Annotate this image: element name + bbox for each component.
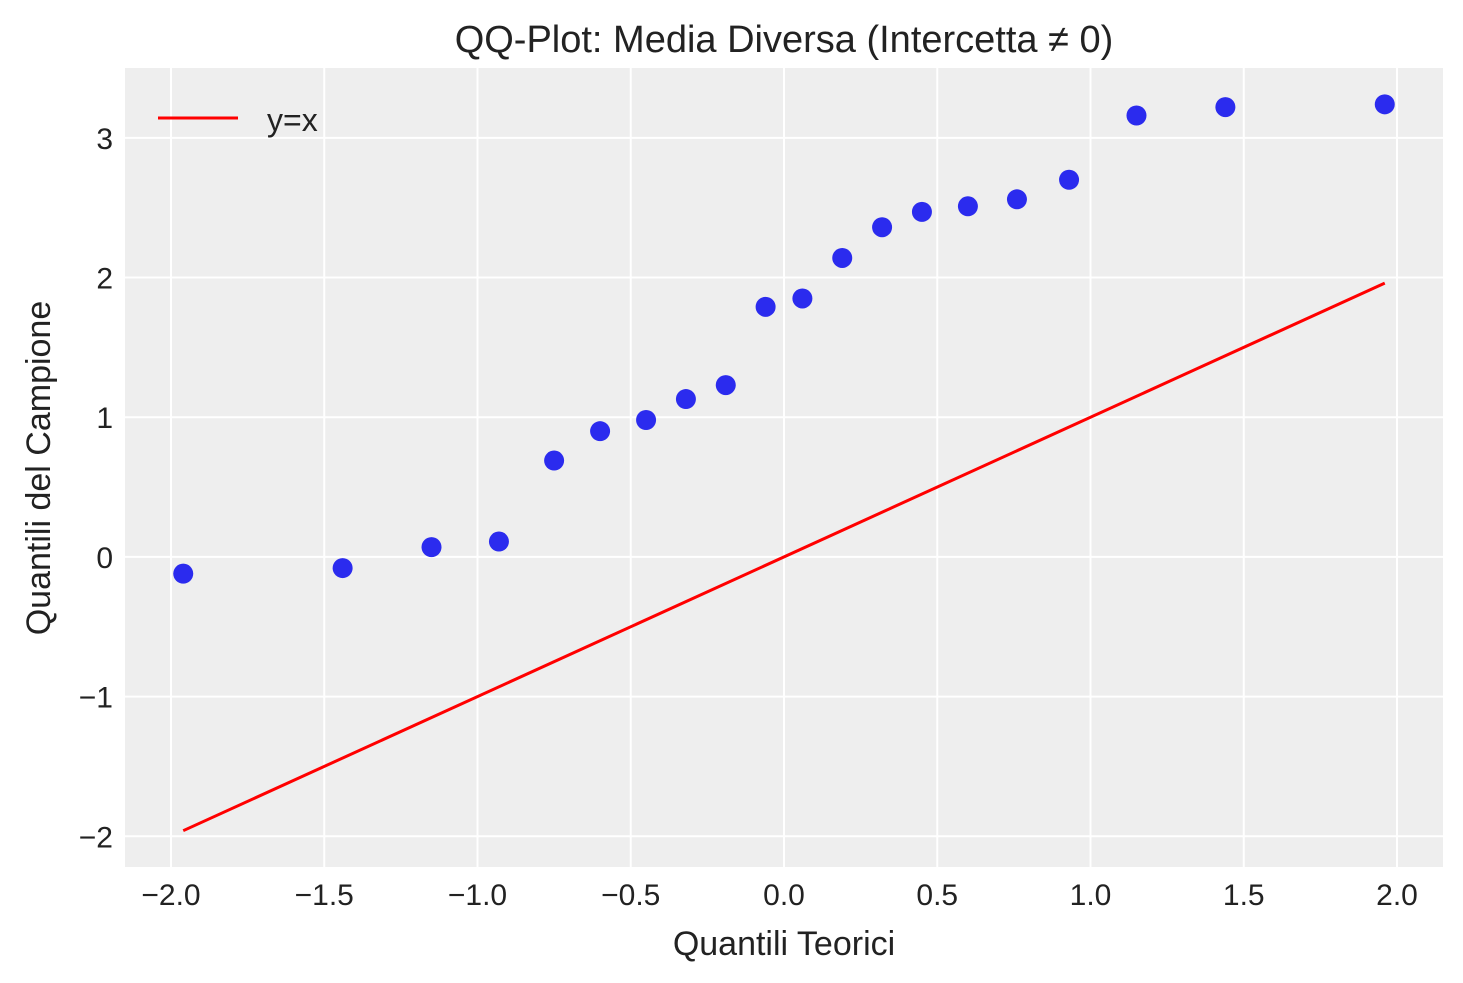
data-point: [1374, 94, 1395, 115]
x-tick-label: −1.5: [295, 879, 354, 912]
reference-line-layer: [182, 281, 1386, 833]
data-point: [1126, 105, 1147, 126]
scatter-points: [173, 94, 1395, 584]
x-tick-label: 0.5: [916, 879, 958, 912]
x-tick-label: 0.0: [763, 879, 805, 912]
y-tick-label: 2: [96, 263, 113, 296]
x-tick-label: 1.5: [1223, 879, 1265, 912]
y-tick-labels: −2 −1 0 1 2 3: [79, 123, 113, 854]
data-point: [792, 288, 813, 309]
legend-label: y=x: [267, 102, 318, 138]
x-tick-label: −1.0: [448, 879, 507, 912]
y-axis-label: Quantili del Campione: [20, 301, 58, 636]
x-tick-labels: −2.0 −1.5 −1.0 −0.5 0.0 0.5 1.0 1.5 2.0: [141, 879, 1418, 912]
data-point: [911, 201, 932, 222]
data-point: [675, 389, 696, 410]
data-point: [1006, 189, 1027, 210]
data-point: [544, 450, 565, 471]
data-point: [715, 375, 736, 396]
data-point: [636, 410, 657, 431]
grid-lines: [125, 68, 1443, 867]
y-tick-label: 1: [96, 402, 113, 435]
data-point: [1215, 97, 1236, 118]
data-point: [755, 296, 776, 317]
x-tick-label: 2.0: [1376, 879, 1418, 912]
reference-line-y-equals-x: [182, 281, 1386, 833]
data-point: [590, 421, 611, 442]
data-point: [173, 563, 194, 584]
chart-title: QQ-Plot: Media Diversa (Intercetta ≠ 0): [455, 19, 1114, 61]
y-tick-label: −2: [79, 821, 113, 854]
legend: y=x: [158, 102, 318, 138]
data-point: [872, 217, 893, 238]
data-point: [488, 531, 509, 552]
x-tick-label: 1.0: [1070, 879, 1112, 912]
data-point: [332, 558, 353, 579]
data-point: [957, 196, 978, 217]
x-axis-label: Quantili Teorici: [673, 925, 895, 963]
y-tick-label: 0: [96, 542, 113, 575]
x-tick-label: −2.0: [141, 879, 200, 912]
data-point: [1059, 169, 1080, 190]
x-tick-label: −0.5: [601, 879, 660, 912]
y-tick-label: 3: [96, 123, 113, 156]
data-point: [832, 247, 853, 268]
data-point: [421, 537, 442, 558]
y-tick-label: −1: [79, 682, 113, 715]
